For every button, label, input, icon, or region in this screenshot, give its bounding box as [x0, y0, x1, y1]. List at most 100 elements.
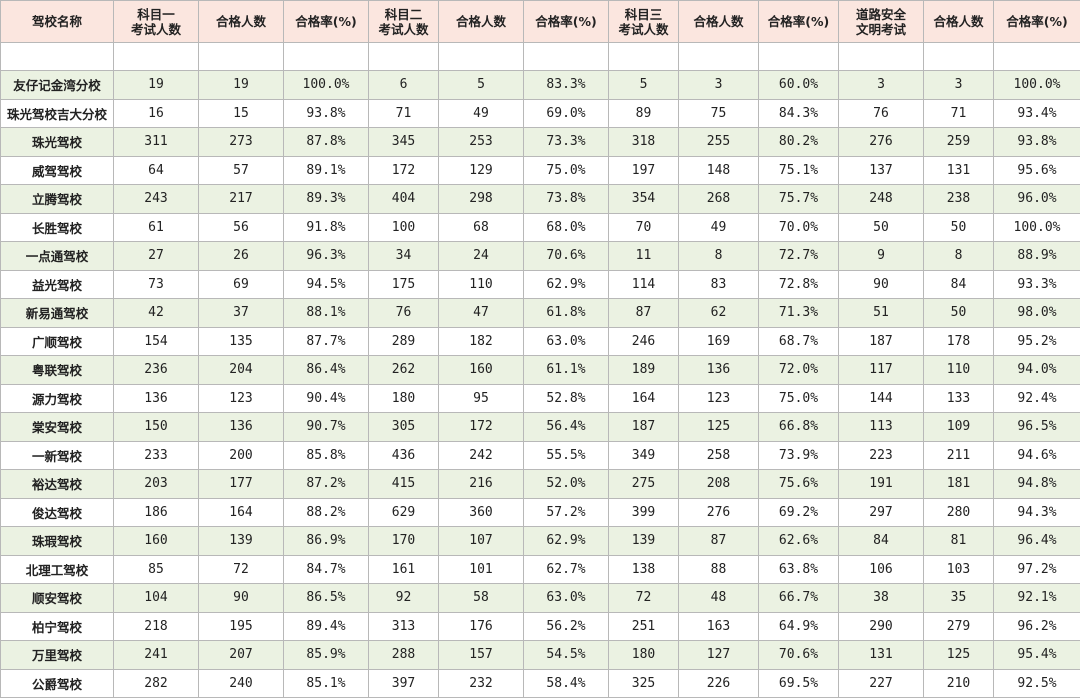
cell: 50 [923, 298, 994, 328]
cell: 63.0% [523, 326, 609, 356]
cell: 203 [113, 469, 199, 499]
cell: 72 [198, 554, 284, 584]
cell: 187 [608, 412, 679, 442]
cell: 64 [113, 155, 199, 185]
cell: 243 [113, 184, 199, 214]
cell: 52.8% [523, 383, 609, 413]
cell: 86.9% [283, 526, 369, 556]
cell: 180 [608, 640, 679, 670]
school-name: 新易通驾校 [0, 298, 114, 328]
column-header: 合格人数 [923, 0, 994, 43]
cell: 100.0% [993, 212, 1080, 242]
column-header: 合格率(%) [758, 0, 839, 43]
cell: 436 [368, 440, 439, 470]
empty-cell [678, 42, 759, 71]
data-row: 裕达驾校 203 177 87.2% 415 216 52.0% 275 208 75.6% 191… [0, 469, 1080, 499]
cell: 47 [438, 298, 524, 328]
data-row: 粤联驾校 236 204 86.4% 262 160 61.1% 189 136 72.0% 117… [0, 355, 1080, 385]
cell: 113 [838, 412, 924, 442]
cell: 157 [438, 640, 524, 670]
cell: 84 [923, 269, 994, 299]
cell: 11 [608, 241, 679, 271]
cell: 318 [608, 127, 679, 157]
cell: 83 [678, 269, 759, 299]
cell: 76 [368, 298, 439, 328]
cell: 66.7% [758, 583, 839, 613]
data-row: 棠安驾校 150 136 90.7% 305 172 56.4% 187 125 66.8% 113… [0, 412, 1080, 442]
cell: 125 [923, 640, 994, 670]
data-row: 一新驾校 233 200 85.8% 436 242 55.5% 349 258 73.9% 223… [0, 440, 1080, 470]
cell: 96.5% [993, 412, 1080, 442]
cell: 37 [198, 298, 284, 328]
column-header: 合格率(%) [993, 0, 1080, 43]
school-name: 一新驾校 [0, 440, 114, 470]
cell: 253 [438, 127, 524, 157]
cell: 73.8% [523, 184, 609, 214]
cell: 360 [438, 497, 524, 527]
empty-cell [758, 42, 839, 71]
cell: 160 [113, 526, 199, 556]
cell: 89.1% [283, 155, 369, 185]
cell: 258 [678, 440, 759, 470]
cell: 62.9% [523, 269, 609, 299]
cell: 92.4% [993, 383, 1080, 413]
data-row: 北理工驾校 85 72 84.7% 161 101 62.7% 138 88 63.8% 106 10… [0, 554, 1080, 584]
data-row: 新易通驾校 42 37 88.1% 76 47 61.8% 87 62 71.3% 51 50 98.0… [0, 298, 1080, 328]
cell: 104 [113, 583, 199, 613]
cell: 72 [608, 583, 679, 613]
cell: 49 [678, 212, 759, 242]
empty-cell [838, 42, 924, 71]
cell: 242 [438, 440, 524, 470]
cell: 100 [368, 212, 439, 242]
cell: 123 [678, 383, 759, 413]
cell: 61.8% [523, 298, 609, 328]
cell: 95 [438, 383, 524, 413]
column-header: 科目三 考试人数 [608, 0, 679, 43]
cell: 313 [368, 611, 439, 641]
cell: 90 [838, 269, 924, 299]
data-row: 珠光驾校吉大分校 16 15 93.8% 71 49 69.0% 89 75 84.3% 76 71 9… [0, 98, 1080, 128]
cell: 96.3% [283, 241, 369, 271]
data-row: 源力驾校 136 123 90.4% 180 95 52.8% 164 123 75.0% 144 1… [0, 383, 1080, 413]
cell: 93.8% [993, 127, 1080, 157]
cell: 218 [113, 611, 199, 641]
cell: 154 [113, 326, 199, 356]
school-name: 公爵驾校 [0, 668, 114, 698]
cell: 399 [608, 497, 679, 527]
cell: 85.1% [283, 668, 369, 698]
cell: 66.8% [758, 412, 839, 442]
cell: 204 [198, 355, 284, 385]
cell: 70 [608, 212, 679, 242]
cell: 217 [198, 184, 284, 214]
cell: 68.0% [523, 212, 609, 242]
cell: 92.1% [993, 583, 1080, 613]
cell: 69.0% [523, 98, 609, 128]
cell: 226 [678, 668, 759, 698]
school-name: 长胜驾校 [0, 212, 114, 242]
cell: 131 [838, 640, 924, 670]
cell: 276 [838, 127, 924, 157]
cell: 85 [113, 554, 199, 584]
cell: 273 [198, 127, 284, 157]
empty-cell [608, 42, 679, 71]
cell: 62.9% [523, 526, 609, 556]
cell: 103 [923, 554, 994, 584]
header-row: 驾校名称 科目一 考试人数 合格人数 合格率(%) 科目二 考试人数 合格人数 合格率(%)… [0, 0, 1080, 43]
cell: 56.4% [523, 412, 609, 442]
cell: 94.5% [283, 269, 369, 299]
cell: 52.0% [523, 469, 609, 499]
column-header: 科目二 考试人数 [368, 0, 439, 43]
cell: 290 [838, 611, 924, 641]
cell: 129 [438, 155, 524, 185]
cell: 94.3% [993, 497, 1080, 527]
cell: 87 [678, 526, 759, 556]
cell: 64.9% [758, 611, 839, 641]
cell: 238 [923, 184, 994, 214]
cell: 164 [608, 383, 679, 413]
cell: 163 [678, 611, 759, 641]
cell: 96.4% [993, 526, 1080, 556]
cell: 305 [368, 412, 439, 442]
cell: 5 [438, 70, 524, 100]
cell: 75 [678, 98, 759, 128]
school-name: 友仔记金湾分校 [0, 70, 114, 100]
